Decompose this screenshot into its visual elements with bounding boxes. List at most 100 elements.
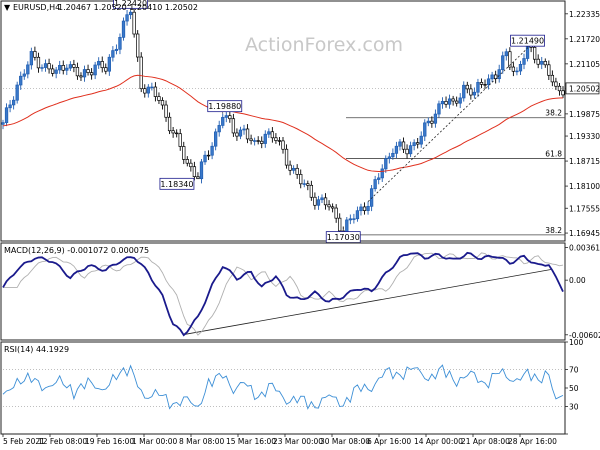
candle-body xyxy=(178,133,182,147)
candle-body xyxy=(416,142,420,145)
candle-body xyxy=(274,137,278,141)
candle-body xyxy=(185,159,189,164)
candle-body xyxy=(313,196,317,206)
swing-label-text: 1.22420 xyxy=(114,0,147,8)
candle-body xyxy=(160,100,165,106)
candle-body xyxy=(267,131,271,135)
candle-body xyxy=(338,217,342,232)
price-title: EURUSD,H4 xyxy=(13,3,60,12)
macd-panel xyxy=(0,242,566,341)
candle-body xyxy=(58,65,62,71)
candle-body xyxy=(206,154,211,157)
time-axis-label: 28 Apr 16:00 xyxy=(508,437,557,446)
candle-body xyxy=(423,122,427,137)
candle-body xyxy=(518,64,523,72)
candle-body xyxy=(263,133,267,144)
candle-body xyxy=(175,132,179,135)
candle-body xyxy=(139,56,143,90)
candle-body xyxy=(167,116,172,132)
candle-body xyxy=(554,81,558,87)
candle-body xyxy=(387,156,391,160)
candle-body xyxy=(440,101,445,105)
candle-body xyxy=(171,130,175,134)
candle-body xyxy=(345,219,349,233)
macd-title: MACD(12,26,9) -0.001072 0.000075 xyxy=(4,246,149,255)
current-price-box xyxy=(565,82,600,95)
candle-body xyxy=(132,11,136,35)
time-axis-label: 19 Feb 16:00 xyxy=(85,437,134,446)
candle-body xyxy=(245,128,250,140)
candle-body xyxy=(377,177,381,180)
candle-body xyxy=(352,218,356,220)
candle-body xyxy=(107,56,111,72)
ohlc-readout: 1.20467 1.20520 1.20410 1.20502 xyxy=(58,3,198,12)
candle-body xyxy=(100,61,104,69)
trend-line xyxy=(367,47,528,202)
candle-body xyxy=(61,65,65,71)
candle-body xyxy=(118,37,122,50)
candle-body xyxy=(405,148,409,155)
rsi-axis-label: 50 xyxy=(569,384,579,393)
candle-body xyxy=(455,100,459,104)
price-axis-label: 1.18100 xyxy=(569,182,600,191)
candle-body xyxy=(302,183,306,185)
candle-body xyxy=(192,166,197,177)
candle-body xyxy=(93,64,97,76)
candle-body xyxy=(458,97,462,104)
candle-body xyxy=(557,85,562,92)
candle-body xyxy=(203,154,207,163)
candle-body xyxy=(15,84,19,101)
candle-body xyxy=(153,86,158,97)
rsi-axis-label: 70 xyxy=(569,366,579,375)
candle-body xyxy=(451,98,455,102)
candle-body xyxy=(543,61,547,66)
candle-body xyxy=(150,86,154,89)
candle-body xyxy=(238,129,243,137)
candle-body xyxy=(369,188,374,207)
candle-body xyxy=(444,101,448,105)
candle-body xyxy=(380,168,384,179)
candle-body xyxy=(330,206,335,209)
price-axis-label: 1.19875 xyxy=(569,110,600,119)
rsi-line xyxy=(2,364,564,410)
candle-body xyxy=(252,140,257,142)
swing-label-text: 1.21490 xyxy=(511,37,544,46)
candle-body xyxy=(8,104,12,109)
swing-label-text: 1.17030 xyxy=(327,233,360,242)
candle-body xyxy=(22,73,26,77)
macd-axis-label: 0.003615 xyxy=(569,243,600,252)
candle-body xyxy=(479,82,484,85)
candle-body xyxy=(40,67,44,69)
candle-body xyxy=(189,162,193,168)
candle-body xyxy=(483,84,487,86)
candle-body xyxy=(465,84,469,90)
rsi-title: RSI(14) 44.1929 xyxy=(4,345,69,354)
swing-label-box xyxy=(207,100,243,113)
candle-body xyxy=(54,69,58,74)
candle-body xyxy=(86,69,90,73)
candle-body xyxy=(249,138,253,142)
candle-body xyxy=(121,20,126,38)
swing-label-box xyxy=(510,34,545,47)
time-axis-label: 5 Feb 2021 xyxy=(3,437,45,446)
macd-line xyxy=(2,251,564,337)
candle-body xyxy=(476,82,480,93)
ema-line xyxy=(2,74,564,172)
candle-body xyxy=(547,64,551,76)
candle-body xyxy=(540,61,544,65)
price-axis-label: 1.18715 xyxy=(569,157,600,166)
candle-body xyxy=(210,145,214,156)
macd-axis-label: 0.00 xyxy=(569,276,586,285)
candle-body xyxy=(125,14,129,22)
candle-body xyxy=(114,48,119,51)
candle-body xyxy=(19,75,23,86)
price-axis-label: 1.22335 xyxy=(569,10,600,19)
rsi-axis-label: 100 xyxy=(569,338,584,347)
candle-body xyxy=(472,91,477,96)
rsi-panel xyxy=(0,341,566,435)
swing-label-text: 1.18340 xyxy=(160,180,193,189)
candle-body xyxy=(394,145,399,154)
time-axis-label: 15 Mar 16:00 xyxy=(226,437,276,446)
candle-body xyxy=(72,64,76,68)
candle-body xyxy=(256,140,260,142)
